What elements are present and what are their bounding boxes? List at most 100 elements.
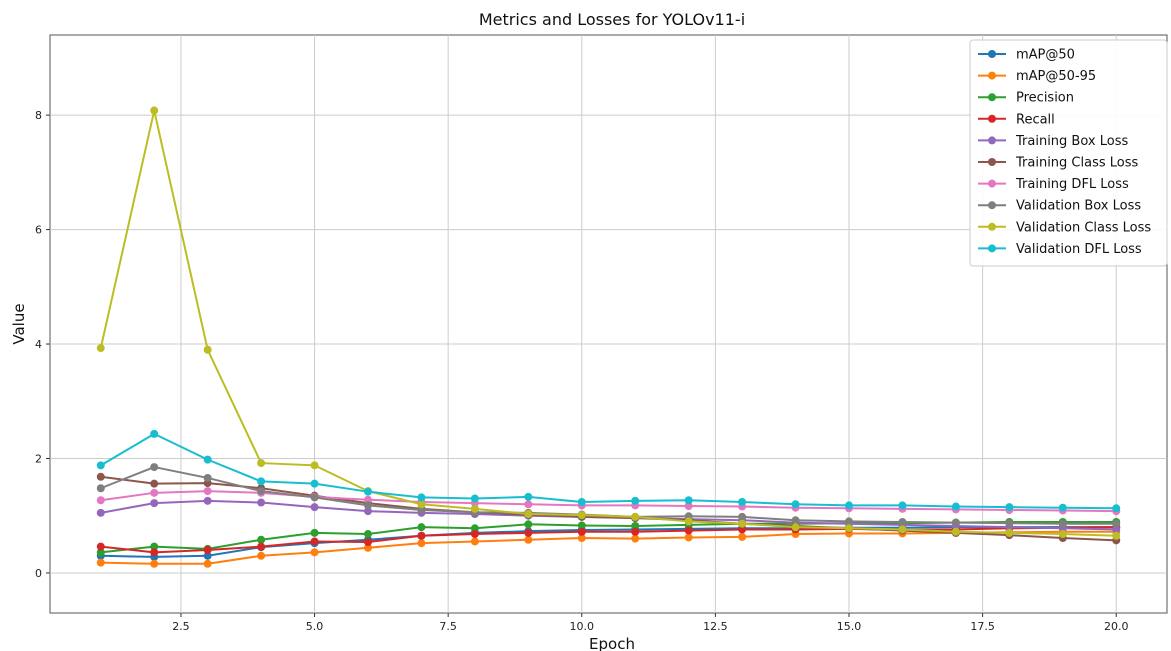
legend-label: Validation DFL Loss bbox=[1016, 242, 1142, 257]
data-point-recall bbox=[738, 525, 747, 534]
x-tick-label: 2.5 bbox=[172, 620, 190, 633]
legend-marker bbox=[988, 158, 996, 166]
legend: mAP@50 mAP@50-95 Precision Recall Training B… bbox=[969, 39, 1168, 267]
data-point-training-dfl-loss bbox=[203, 487, 212, 496]
series-line-validation-class-loss bbox=[99, 109, 1117, 537]
data-point-recall bbox=[96, 542, 105, 551]
data-point-validation-dfl-loss bbox=[417, 493, 426, 502]
data-point-validation-dfl-loss bbox=[96, 461, 105, 470]
data-point-recall bbox=[363, 538, 372, 547]
data-point-validation-class-loss bbox=[150, 106, 159, 115]
data-point-precision bbox=[470, 524, 479, 533]
data-point-validation-dfl-loss bbox=[1058, 503, 1067, 512]
data-point-validation-box-loss bbox=[203, 473, 212, 482]
data-point-map-50-95 bbox=[310, 548, 319, 557]
data-point-validation-class-loss bbox=[1058, 530, 1067, 539]
grid bbox=[50, 35, 1167, 613]
legend-item-validation-class-loss: Validation Class Loss bbox=[978, 220, 1151, 235]
x-tick-label: 12.5 bbox=[703, 620, 728, 633]
data-point-validation-dfl-loss bbox=[951, 502, 960, 511]
x-tick-label: 7.5 bbox=[439, 620, 457, 633]
x-tick-label: 17.5 bbox=[970, 620, 995, 633]
data-point-map-50-95 bbox=[684, 533, 693, 542]
x-tick-label: 10.0 bbox=[570, 620, 595, 633]
legend-item-map-50-95: mAP@50-95 bbox=[978, 69, 1096, 84]
data-point-validation-box-loss bbox=[1058, 519, 1067, 528]
data-point-validation-class-loss bbox=[1005, 528, 1014, 537]
data-point-training-class-loss bbox=[150, 479, 159, 488]
data-point-training-box-loss bbox=[203, 496, 212, 505]
data-point-precision bbox=[577, 521, 586, 530]
legend-label: mAP@50 bbox=[1016, 48, 1075, 63]
legend-item-training-dfl-loss: Training DFL Loss bbox=[978, 177, 1129, 192]
y-tick-label: 6 bbox=[35, 224, 42, 237]
series-line-validation-dfl-loss bbox=[100, 432, 1117, 510]
data-point-validation-box-loss bbox=[845, 517, 854, 526]
data-point-training-box-loss bbox=[310, 503, 319, 512]
legend-label: Training DFL Loss bbox=[1015, 177, 1129, 192]
axis-ticks: 2.5 5.0 7.5 10.0 12.5 15.0 17.5 20.0 0 2 4 6 8 bbox=[35, 109, 1128, 633]
data-point-precision bbox=[417, 523, 426, 532]
legend-label: Validation Box Loss bbox=[1016, 199, 1141, 214]
legend-marker bbox=[988, 114, 996, 123]
data-point-validation-class-loss bbox=[96, 344, 105, 353]
data-point-training-box-loss bbox=[257, 498, 266, 507]
data-point-validation-dfl-loss bbox=[791, 500, 800, 509]
data-point-validation-box-loss bbox=[898, 518, 907, 527]
x-tick-label: 5.0 bbox=[306, 620, 324, 633]
series-line-training-class-loss bbox=[100, 475, 1117, 542]
data-point-recall bbox=[631, 527, 640, 536]
data-point-validation-dfl-loss bbox=[684, 496, 693, 505]
data-point-validation-dfl-loss bbox=[310, 479, 319, 488]
data-point-validation-class-loss bbox=[845, 524, 854, 533]
data-point-validation-class-loss bbox=[524, 509, 533, 518]
data-point-validation-box-loss bbox=[738, 512, 747, 521]
data-point-validation-dfl-loss bbox=[470, 494, 479, 503]
legend-item-map-50: mAP@50 bbox=[978, 48, 1075, 63]
legend-item-precision: Precision bbox=[978, 91, 1074, 106]
data-point-training-box-loss bbox=[1112, 525, 1121, 534]
data-point-training-dfl-loss bbox=[524, 500, 533, 509]
data-point-map-50-95 bbox=[96, 558, 105, 567]
legend-marker bbox=[988, 93, 996, 102]
data-point-map-50 bbox=[203, 551, 212, 560]
data-point-precision bbox=[96, 548, 105, 557]
data-point-validation-class-loss bbox=[1112, 531, 1121, 540]
y-tick-label: 4 bbox=[35, 338, 42, 351]
legend-box bbox=[969, 39, 1168, 267]
chart-title: Metrics and Losses for YOLOv11-i bbox=[479, 10, 745, 29]
data-point-precision bbox=[524, 520, 533, 529]
data-point-validation-box-loss bbox=[310, 493, 319, 502]
data-point-validation-dfl-loss bbox=[1005, 503, 1014, 512]
data-point-validation-class-loss bbox=[951, 527, 960, 536]
legend-label: mAP@50-95 bbox=[1016, 69, 1096, 84]
data-point-validation-box-loss bbox=[363, 501, 372, 510]
series-validation-dfl-loss bbox=[96, 429, 1121, 513]
data-point-recall bbox=[470, 530, 479, 539]
data-point-validation-dfl-loss bbox=[898, 501, 907, 510]
data-point-validation-box-loss bbox=[791, 516, 800, 525]
legend-marker bbox=[988, 201, 996, 210]
data-point-map-50-95 bbox=[470, 537, 479, 546]
legend-item-training-class-loss: Training Class Loss bbox=[978, 156, 1139, 171]
data-point-validation-class-loss bbox=[738, 519, 747, 528]
data-point-precision bbox=[150, 542, 159, 551]
data-point-validation-class-loss bbox=[577, 511, 586, 520]
data-point-validation-class-loss bbox=[684, 517, 693, 526]
legend-marker bbox=[988, 179, 996, 188]
data-point-validation-dfl-loss bbox=[257, 477, 266, 486]
data-point-training-class-loss bbox=[96, 472, 105, 481]
data-point-training-box-loss bbox=[363, 507, 372, 516]
data-point-training-dfl-loss bbox=[363, 495, 372, 504]
legend-label: Validation Class Loss bbox=[1016, 220, 1151, 235]
data-point-validation-class-loss bbox=[417, 500, 426, 509]
data-point-recall bbox=[577, 527, 586, 536]
data-point-training-dfl-loss bbox=[684, 501, 693, 510]
data-point-map-50-95 bbox=[524, 535, 533, 544]
x-tick-label: 20.0 bbox=[1104, 620, 1129, 633]
series-line-recall bbox=[100, 526, 1117, 554]
data-point-validation-dfl-loss bbox=[1112, 504, 1121, 513]
data-point-map-50-95 bbox=[363, 543, 372, 552]
data-point-recall bbox=[524, 528, 533, 537]
